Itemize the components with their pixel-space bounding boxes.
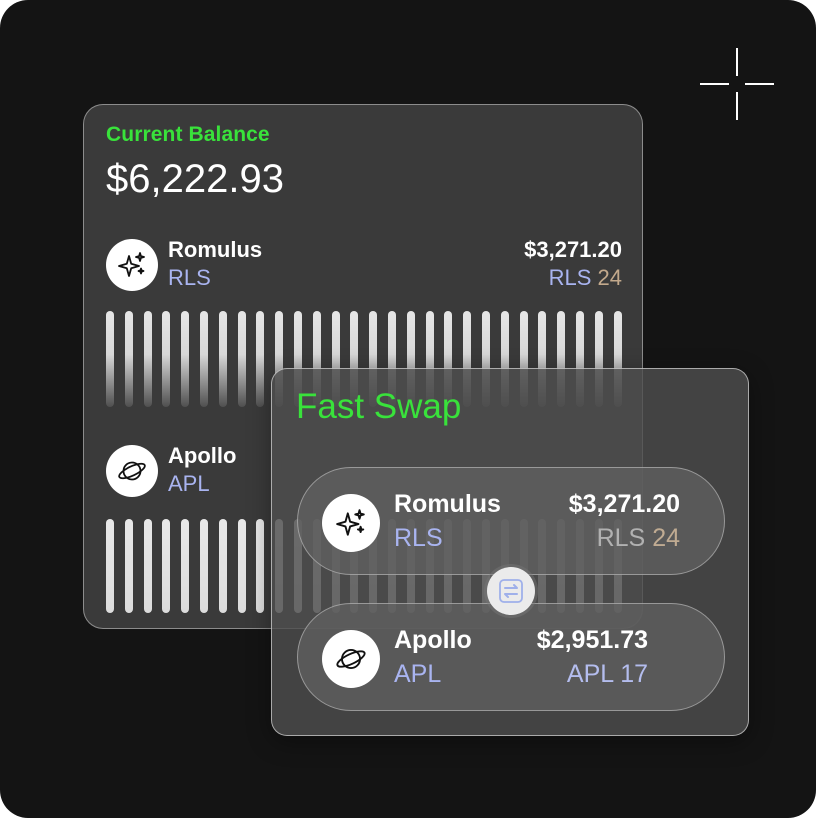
swap-arrows-icon — [499, 579, 523, 603]
holding-amount: 17 — [620, 660, 648, 688]
sparkline-bar — [500, 311, 509, 407]
planet-icon — [322, 630, 380, 688]
sparkline-bar — [124, 311, 133, 407]
sparkline-bar — [237, 311, 246, 407]
sparkline-bar — [106, 519, 114, 613]
swap-to-name: Apollo — [394, 626, 472, 654]
sparkline-bar — [162, 519, 171, 613]
swap-to-holding: APL 17 — [567, 660, 648, 689]
asset-ticker-apollo: APL — [168, 471, 210, 496]
crosshair-icon — [700, 48, 774, 120]
sparkline-bar — [425, 311, 434, 407]
swap-from-ticker: RLS — [394, 524, 443, 552]
fast-swap-title: Fast Swap — [296, 387, 462, 426]
sparkline-bar — [312, 311, 321, 407]
sparkline-bar — [218, 311, 227, 407]
sparkline-bar — [463, 311, 472, 407]
sparkline-bar — [162, 311, 171, 407]
balance-card[interactable]: Current Balance $6,222.93 Romulus RLS $3… — [83, 104, 643, 629]
balance-amount: $6,222.93 — [106, 157, 284, 201]
sparkline-bar — [199, 311, 208, 407]
sparkles-icon — [322, 494, 380, 552]
sparkline-bar — [106, 311, 114, 407]
swap-to-pill[interactable]: Apollo APL $2,951.73 APL 17 — [297, 603, 725, 711]
sparkline-bar — [218, 519, 227, 613]
sparkline-bar — [143, 311, 152, 407]
holding-ticker: RLS — [596, 524, 646, 552]
sparkline-bar — [350, 311, 359, 407]
swap-to-ticker: APL — [394, 660, 442, 688]
sparkline-bar — [256, 519, 265, 613]
sparkline-bar — [387, 311, 396, 407]
sparkline-bar — [275, 311, 284, 407]
swap-from-pill[interactable]: Romulus RLS $3,271.20 RLS 24 — [297, 467, 725, 575]
sparkline-bar — [331, 311, 340, 407]
sparkline-bar — [199, 519, 208, 613]
asset-name-apollo: Apollo — [168, 443, 237, 468]
sparkline-bar — [124, 519, 133, 613]
sparkline-bar — [444, 311, 453, 407]
asset-ticker-romulus: RLS — [168, 265, 211, 290]
sparkline-bar — [369, 311, 378, 407]
holding-ticker: APL — [566, 660, 614, 688]
fast-swap-card: Fast Swap Romulus RLS $3,271.20 RLS 24 — [271, 368, 749, 736]
sparkline-bar — [181, 311, 190, 407]
sparkline-bar — [519, 311, 528, 407]
sparkline-bar — [575, 311, 584, 407]
sparkline-bar — [237, 519, 246, 613]
sparkline-bar — [481, 311, 490, 407]
sparkline-bar — [406, 311, 415, 407]
planet-icon — [106, 445, 158, 497]
asset-value-romulus: $3,271.20 — [524, 237, 622, 262]
sparkline-bar — [594, 311, 603, 407]
holding-amount: 24 — [652, 524, 680, 552]
holding-ticker: RLS — [548, 265, 592, 290]
sparkline-bar — [256, 311, 265, 407]
balance-label: Current Balance — [106, 123, 270, 146]
swap-direction-button[interactable] — [487, 567, 535, 615]
sparkline-bar — [293, 311, 302, 407]
sparkline-bar — [181, 519, 190, 613]
romulus-sparkline — [106, 311, 622, 407]
swap-to-value: $2,951.73 — [536, 626, 648, 654]
asset-holding-romulus: RLS 24 — [549, 265, 622, 291]
sparkline-bar — [557, 311, 566, 407]
sparkline-bar — [538, 311, 547, 407]
swap-from-name: Romulus — [394, 490, 501, 518]
swap-from-value: $3,271.20 — [568, 490, 680, 518]
sparkline-bar — [613, 311, 622, 407]
swap-from-holding: RLS 24 — [597, 524, 680, 553]
sparkline-bar — [143, 519, 152, 613]
holding-amount: 24 — [597, 265, 622, 290]
sparkles-icon — [106, 239, 158, 291]
asset-name-romulus: Romulus — [168, 237, 263, 262]
